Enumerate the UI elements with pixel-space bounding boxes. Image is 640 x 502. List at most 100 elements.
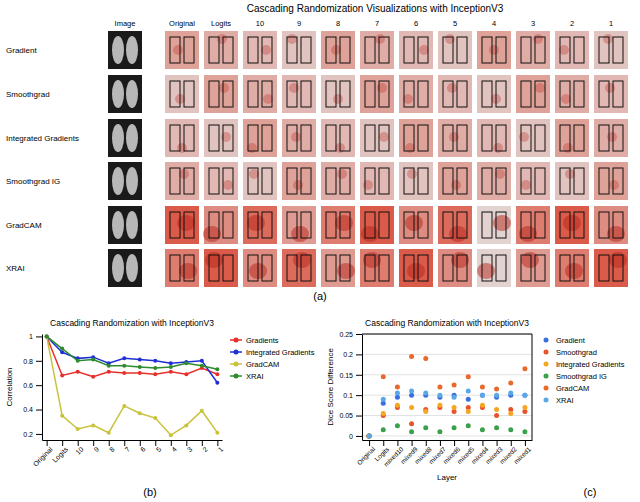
heat	[399, 249, 433, 287]
lung	[112, 36, 124, 64]
cell-bg	[204, 31, 238, 69]
heat	[399, 75, 433, 113]
row-label: Smoothgrad IG	[6, 177, 60, 186]
heat	[399, 206, 433, 244]
saliency-cell	[243, 162, 277, 200]
tick-mark	[36, 434, 42, 435]
cell-bg	[477, 31, 511, 69]
cell-bg	[516, 206, 550, 244]
heat-blob	[375, 34, 385, 44]
box	[379, 212, 389, 238]
line-marker	[45, 334, 49, 338]
tick: 7	[124, 440, 132, 453]
xray-image	[108, 162, 142, 200]
heat-blob	[521, 252, 539, 268]
heat	[399, 119, 433, 157]
cell-bg	[321, 206, 355, 244]
box	[535, 168, 545, 194]
heat	[243, 31, 277, 69]
saliency-cell	[555, 119, 589, 157]
line-marker	[153, 372, 157, 376]
legend-label: Integrated Gradients	[556, 360, 625, 369]
line-marker	[200, 409, 204, 413]
tick-mark	[140, 440, 141, 446]
cell-bg	[594, 162, 628, 200]
heat-blob	[205, 252, 223, 268]
saliency-cell	[438, 249, 472, 287]
lung	[126, 211, 138, 239]
line-marker	[153, 359, 157, 363]
axis-line	[532, 334, 533, 440]
series-line	[47, 336, 218, 376]
cell-bg	[165, 162, 199, 200]
box	[301, 255, 311, 281]
box	[209, 212, 219, 238]
line-marker	[138, 371, 142, 375]
box	[496, 125, 506, 151]
cell-bg	[204, 119, 238, 157]
heat	[516, 249, 550, 287]
cell-bg	[555, 75, 589, 113]
saliency-cell	[321, 75, 355, 113]
row-label: GradCAM	[6, 221, 42, 230]
line-marker	[215, 367, 219, 371]
cell-bg	[165, 249, 199, 287]
line-marker	[200, 359, 204, 363]
box	[184, 168, 194, 194]
plot-area	[45, 334, 220, 437]
heat-blob	[449, 226, 467, 242]
box	[535, 255, 545, 281]
cell-bg	[516, 249, 550, 287]
cell-bg	[555, 162, 589, 200]
image-bg	[108, 249, 142, 287]
box	[521, 255, 531, 281]
heat	[165, 31, 199, 69]
heat	[399, 162, 433, 200]
line-marker	[153, 416, 157, 420]
line-marker	[122, 371, 126, 375]
box	[340, 125, 350, 151]
column-header: 9	[297, 19, 301, 28]
tick-mark	[369, 440, 370, 446]
heat	[321, 162, 355, 200]
line-marker	[138, 411, 142, 415]
tick: 0.25	[339, 331, 362, 338]
figure: Cascading Randomization Visualizations w…	[0, 0, 640, 502]
image-bg	[108, 75, 142, 113]
heat-blob	[563, 215, 581, 231]
box	[170, 212, 180, 238]
box	[613, 255, 623, 281]
box	[365, 37, 375, 63]
box	[560, 81, 570, 107]
cell-bg	[438, 31, 472, 69]
heat-blob	[203, 226, 221, 242]
line-marker	[107, 370, 111, 374]
grid-line	[362, 334, 532, 335]
cell-bg	[594, 249, 628, 287]
box	[262, 212, 272, 238]
scatter-point	[409, 421, 414, 426]
heat-blob	[173, 45, 183, 55]
tick-label: 0.05	[339, 412, 353, 419]
saliency-cell	[204, 119, 238, 157]
line-marker	[60, 414, 64, 418]
box	[340, 212, 350, 238]
box	[521, 168, 531, 194]
box	[301, 212, 311, 238]
box	[574, 212, 584, 238]
saliency-cell	[438, 31, 472, 69]
scatter-point	[522, 366, 527, 371]
box	[404, 212, 414, 238]
cell-bg	[360, 119, 394, 157]
tick: 5	[155, 440, 163, 453]
legend-label: Smoothgrad IG	[556, 372, 607, 381]
cell-bg	[438, 249, 472, 287]
cell-bg	[399, 31, 433, 69]
tick-label: 0.25	[339, 331, 353, 338]
column-header: 4	[492, 19, 496, 28]
saliency-cell	[360, 249, 394, 287]
cell-bg	[282, 249, 316, 287]
cell-bg	[516, 31, 550, 69]
heat	[282, 75, 316, 113]
tick-label: 0.1	[343, 392, 353, 399]
